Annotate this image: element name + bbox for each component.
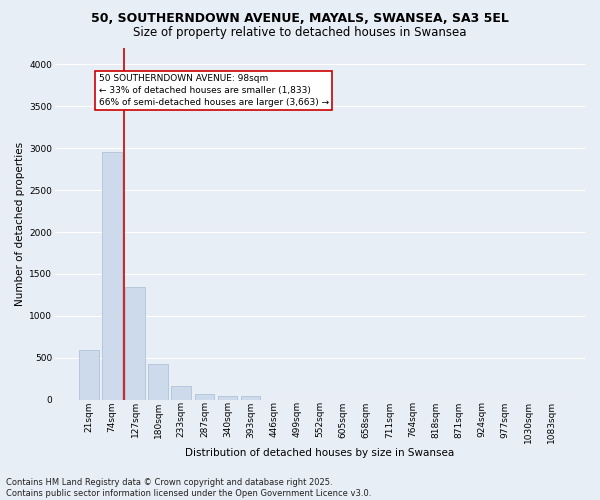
Bar	[194, 394, 214, 400]
Bar	[125, 288, 145, 400]
Text: Contains HM Land Registry data © Crown copyright and database right 2025.
Contai: Contains HM Land Registry data © Crown c…	[6, 478, 371, 498]
Text: Size of property relative to detached houses in Swansea: Size of property relative to detached ho…	[133, 26, 467, 39]
Bar	[218, 396, 238, 400]
Bar	[79, 350, 98, 400]
Text: 50, SOUTHERNDOWN AVENUE, MAYALS, SWANSEA, SA3 5EL: 50, SOUTHERNDOWN AVENUE, MAYALS, SWANSEA…	[91, 12, 509, 26]
Bar	[102, 152, 122, 400]
Bar	[148, 364, 168, 400]
Y-axis label: Number of detached properties: Number of detached properties	[15, 142, 25, 306]
Bar	[172, 386, 191, 400]
X-axis label: Distribution of detached houses by size in Swansea: Distribution of detached houses by size …	[185, 448, 455, 458]
Text: 50 SOUTHERNDOWN AVENUE: 98sqm
← 33% of detached houses are smaller (1,833)
66% o: 50 SOUTHERNDOWN AVENUE: 98sqm ← 33% of d…	[98, 74, 329, 107]
Bar	[241, 396, 260, 400]
